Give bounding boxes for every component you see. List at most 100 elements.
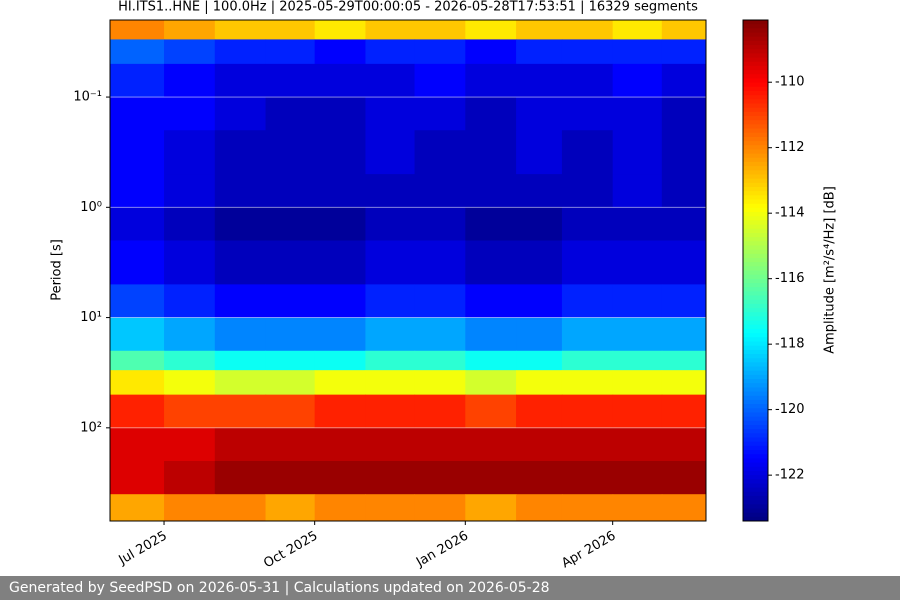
colorbar-swatch	[743, 241, 768, 246]
colorbar-swatch	[743, 341, 768, 347]
colorbar-swatch	[743, 32, 768, 38]
heatmap-cell	[214, 370, 267, 396]
colorbar-swatch	[743, 49, 768, 54]
heatmap-cell	[465, 130, 517, 175]
heatmap-cell	[164, 461, 216, 495]
heatmap-cell	[516, 130, 563, 175]
colorbar-swatch	[743, 120, 768, 125]
heatmap-cell	[164, 130, 216, 175]
heatmap-cell	[164, 39, 216, 65]
heatmap-cell	[612, 63, 663, 98]
heatmap-cell	[214, 97, 267, 131]
heatmap-cell	[465, 461, 517, 495]
colorbar-swatch	[743, 103, 768, 109]
colorbar-swatch	[743, 216, 768, 221]
heatmap-cell	[265, 284, 316, 319]
heatmap-cell	[314, 240, 366, 285]
colorbar-swatch	[743, 20, 768, 25]
heatmap-cell	[561, 63, 614, 98]
heatmap-cell	[612, 284, 663, 319]
colorbar-swatch	[743, 437, 768, 443]
heatmap-cell	[265, 461, 316, 495]
colorbar-tick-label: -114	[775, 206, 805, 221]
colorbar-label: Amplitude [m²/s⁴/Hz] [dB]	[823, 186, 838, 354]
colorbar-swatch	[743, 166, 768, 171]
heatmap-cell	[516, 174, 563, 208]
heatmap-cell	[365, 63, 416, 98]
heatmap-cell	[110, 350, 165, 371]
colorbar-swatch	[743, 187, 768, 192]
heatmap-cell	[414, 174, 466, 208]
heatmap-cell	[110, 63, 165, 98]
heatmap-cell	[465, 20, 517, 40]
colorbar-swatch	[743, 199, 768, 205]
heatmap-cell	[561, 461, 614, 495]
colorbar-swatch	[743, 65, 768, 71]
colorbar-swatch	[743, 379, 768, 384]
colorbar-swatch	[743, 408, 768, 413]
x-tick-label: Apr 2026	[559, 529, 618, 572]
heatmap-cell	[314, 97, 366, 131]
colorbar-swatch	[743, 124, 768, 130]
colorbar-swatch	[743, 354, 768, 359]
colorbar-swatch	[743, 512, 768, 518]
colorbar-swatch	[743, 28, 768, 34]
heatmap-cell	[561, 97, 614, 131]
colorbar-swatch	[743, 491, 768, 497]
heatmap-cell	[314, 394, 366, 429]
heatmap-cell	[265, 317, 316, 352]
x-tick-label: Oct 2025	[261, 529, 320, 572]
heatmap-cell	[265, 39, 316, 65]
heatmap-cell	[661, 20, 707, 40]
y-tick-label: 10⁰	[80, 200, 102, 215]
colorbar-swatch	[743, 128, 768, 134]
colorbar-swatch	[743, 145, 768, 150]
heatmap-cell	[365, 39, 416, 65]
colorbar-swatch	[743, 324, 768, 330]
heatmap-cell	[414, 350, 466, 371]
heatmap-cell	[265, 427, 316, 462]
colorbar-swatch	[743, 57, 768, 63]
colorbar-swatch	[743, 470, 768, 476]
colorbar-swatch	[743, 116, 768, 121]
plot-frame	[109, 19, 707, 522]
heatmap-cell	[110, 240, 165, 285]
colorbar-swatch	[743, 424, 768, 430]
heatmap-cell	[314, 284, 366, 319]
heatmap-cell	[365, 174, 416, 208]
colorbar-swatch	[743, 157, 768, 163]
heatmap-cell	[214, 174, 267, 208]
heatmap-cell	[516, 240, 563, 285]
colorbar-swatch	[743, 61, 768, 67]
colorbar-swatch	[743, 53, 768, 59]
heatmap-cell	[164, 427, 216, 462]
heatmap-cell	[110, 174, 165, 208]
colorbar-swatch	[743, 107, 768, 113]
heatmap-cell	[214, 20, 267, 40]
colorbar-swatch	[743, 370, 768, 376]
heatmap-cell	[214, 350, 267, 371]
heatmap-cell	[561, 284, 614, 319]
heatmap-cell	[661, 240, 707, 285]
heatmap-cell	[265, 350, 316, 371]
heatmap-cell	[414, 130, 466, 175]
heatmap-cell	[561, 39, 614, 65]
colorbar-swatch	[743, 399, 768, 405]
heatmap-cell	[516, 63, 563, 98]
heatmap-cell	[314, 461, 366, 495]
colorbar-swatch	[743, 362, 768, 368]
heatmap-cell	[265, 130, 316, 175]
colorbar-swatch	[743, 161, 768, 167]
colorbar-swatch	[743, 429, 768, 434]
colorbar-swatch	[743, 320, 768, 326]
heatmap-cell	[465, 97, 517, 131]
heatmap-cell	[661, 174, 707, 208]
heatmap-cell	[516, 494, 563, 522]
heatmap-cell	[164, 494, 216, 522]
heatmap-cell	[365, 394, 416, 429]
colorbar-swatch	[743, 445, 768, 451]
colorbar-swatch	[743, 358, 768, 363]
colorbar-swatch	[743, 328, 768, 334]
heatmap-cell	[365, 20, 416, 40]
heatmap-cell	[465, 207, 517, 242]
